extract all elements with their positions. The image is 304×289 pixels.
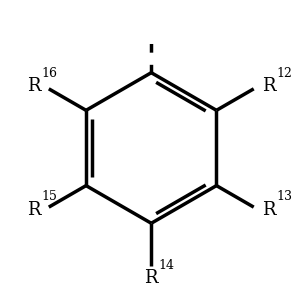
Text: 12: 12 xyxy=(276,67,292,80)
Text: R: R xyxy=(27,201,41,219)
Text: 15: 15 xyxy=(42,190,57,203)
Text: 13: 13 xyxy=(276,190,292,203)
Text: R: R xyxy=(27,77,41,95)
Text: R: R xyxy=(144,269,158,287)
Text: R: R xyxy=(262,201,275,219)
Text: R: R xyxy=(262,77,275,95)
Text: 16: 16 xyxy=(42,67,57,80)
Text: 14: 14 xyxy=(159,259,175,272)
